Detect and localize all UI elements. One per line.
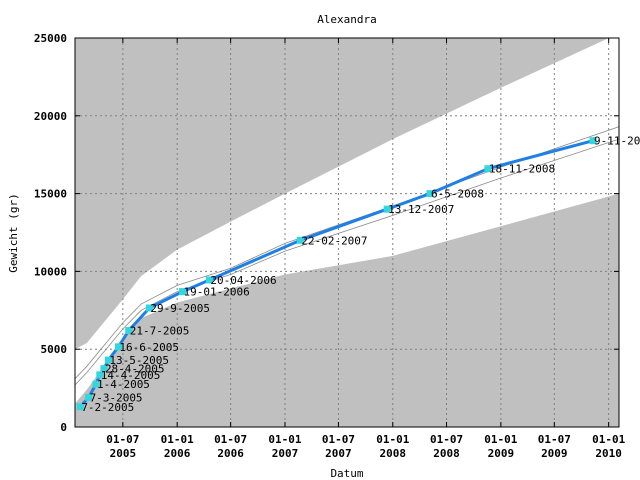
data-point-marker — [100, 365, 108, 373]
data-point-label: 14-4-2005 — [101, 369, 161, 382]
data-point-marker — [179, 288, 187, 296]
data-point-marker — [589, 137, 597, 145]
x-tick-label-year: 2010 — [595, 447, 622, 460]
x-tick-label-year: 2006 — [164, 447, 191, 460]
x-tick-label-year: 2007 — [272, 447, 299, 460]
data-point-label: 13-5-2005 — [109, 354, 169, 367]
y-tick-label: 20000 — [34, 110, 67, 123]
x-tick-label-year: 2009 — [541, 447, 568, 460]
data-point-label: 19-01-2006 — [184, 286, 250, 299]
y-axis-label: Gewicht (gr) — [7, 193, 20, 272]
y-tick-label: 5000 — [41, 343, 68, 356]
data-point-marker — [76, 403, 84, 411]
data-point-marker — [85, 393, 93, 401]
x-tick-label-year: 2006 — [217, 447, 244, 460]
grid-layer — [75, 38, 619, 427]
x-tick-label-date: 01-07 — [106, 433, 139, 446]
data-point-label: 29-9-2005 — [150, 302, 210, 315]
y-tick-label: 10000 — [34, 265, 67, 278]
data-point-label: 9-11-20 — [594, 135, 640, 148]
point-labels-layer: 7-2-20057-3-20051-4-200514-4-200528-4-20… — [81, 135, 640, 414]
data-point-marker — [92, 380, 100, 388]
x-tick-label-year: 2008 — [433, 447, 460, 460]
data-point-label: 13-12-2007 — [388, 203, 454, 216]
x-tick-label-date: 01-07 — [430, 433, 463, 446]
data-point-marker — [125, 327, 133, 335]
data-point-marker — [426, 190, 434, 198]
data-point-marker — [145, 304, 153, 312]
series-layer — [76, 137, 597, 411]
x-tick-label-date: 01-01 — [484, 433, 517, 446]
data-point-marker — [484, 165, 492, 173]
data-point-label: 1-4-2005 — [97, 378, 150, 391]
x-tick-label-date: 01-01 — [268, 433, 301, 446]
x-tick-label-date: 01-07 — [322, 433, 355, 446]
data-point-label: 28-4-2005 — [105, 363, 165, 376]
y-axis-ticks: 0 5000 10000 15000 20000 25000 — [34, 32, 619, 434]
reference-curve — [75, 138, 619, 386]
chart-title: Alexandra — [317, 13, 377, 26]
data-point-marker — [104, 356, 112, 364]
data-point-marker — [383, 205, 391, 213]
x-tick-label-year: 2007 — [325, 447, 352, 460]
y-tick-label: 15000 — [34, 188, 67, 201]
data-point-label: 7-2-2005 — [81, 401, 134, 414]
weight-series-line — [79, 139, 594, 408]
plot-frame — [74, 37, 620, 428]
data-point-marker — [296, 236, 304, 244]
data-point-label: 16-6-2005 — [119, 341, 179, 354]
x-axis-label: Datum — [330, 467, 363, 480]
x-tick-label-year: 2005 — [110, 447, 137, 460]
data-point-label: 22-02-2007 — [301, 234, 367, 247]
x-tick-label-date: 01-07 — [538, 433, 571, 446]
x-axis-ticks: 01-07200501-01200601-07200601-01200701-0… — [106, 38, 626, 460]
x-tick-label-date: 01-01 — [376, 433, 409, 446]
data-point-marker — [205, 276, 213, 284]
data-point-label: 21-7-2005 — [130, 325, 190, 338]
y-tick-label: 0 — [60, 421, 67, 434]
data-point-label: 18-11-2008 — [489, 163, 555, 176]
x-tick-label-year: 2008 — [380, 447, 407, 460]
data-point-marker — [96, 371, 104, 379]
data-point-label: 20-04-2006 — [210, 274, 276, 287]
x-tick-label-date: 01-07 — [214, 433, 247, 446]
x-tick-label-year: 2009 — [488, 447, 515, 460]
data-point-label: 6-5-2008 — [431, 188, 484, 201]
reference-band-layer — [75, 38, 619, 427]
data-point-marker — [114, 343, 122, 351]
x-tick-label-date: 01-01 — [161, 433, 194, 446]
y-tick-label: 25000 — [34, 32, 67, 45]
data-point-label: 7-3-2005 — [90, 391, 143, 404]
normal-range-band — [75, 38, 619, 404]
x-tick-label-date: 01-01 — [592, 433, 625, 446]
